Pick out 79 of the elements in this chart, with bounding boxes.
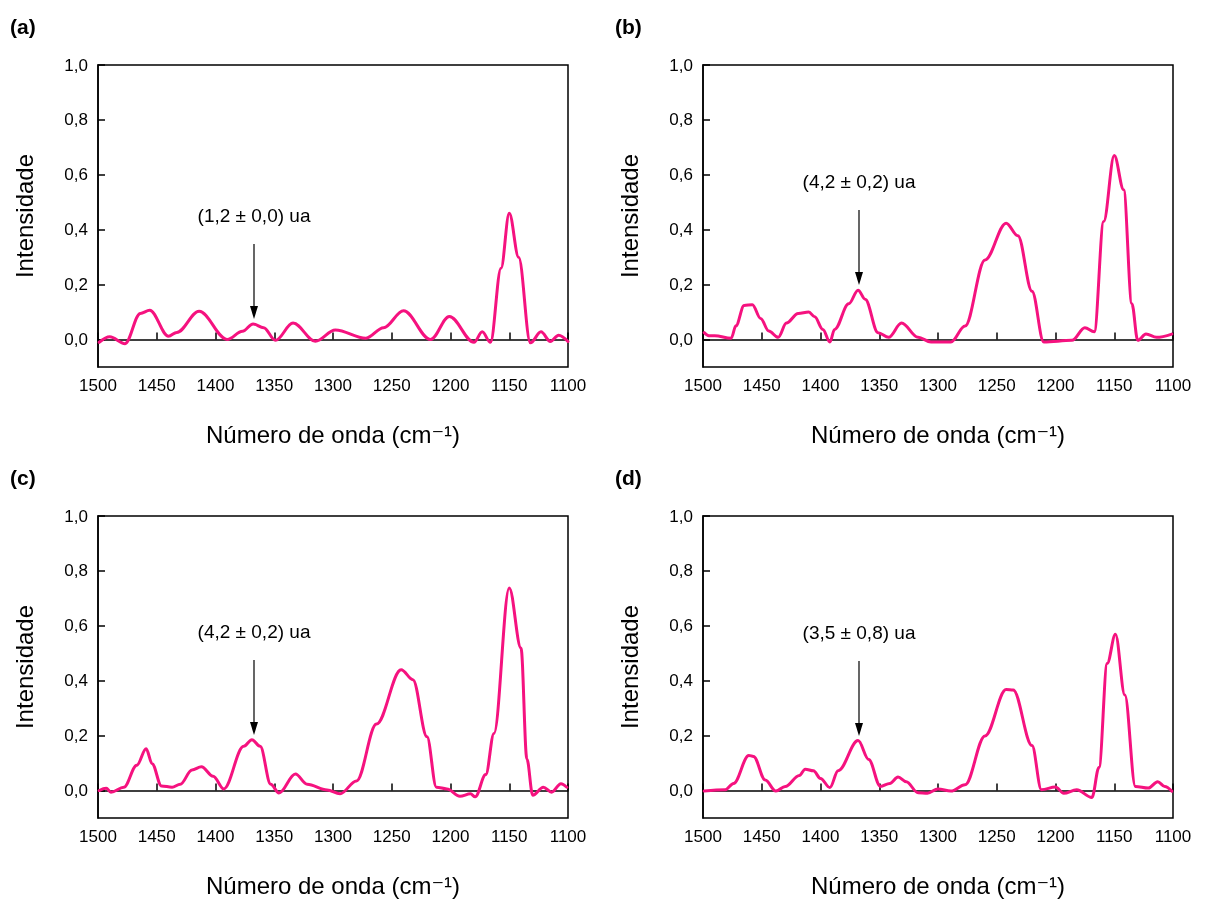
annotation: (3,5 ± 0,8) ua xyxy=(801,620,917,645)
x-tick-label: 1100 xyxy=(549,376,587,395)
x-tick-label: 1350 xyxy=(860,376,899,395)
x-tick-label: 1300 xyxy=(919,376,957,395)
y-tick-label: 0,6 xyxy=(64,165,88,185)
x-tick-label: 1300 xyxy=(919,827,957,846)
x-axis-title: Número de onda (cm⁻¹) xyxy=(810,420,1066,448)
x-tick-label: 1300 xyxy=(314,376,352,395)
y-tick-label: 0,0 xyxy=(64,330,88,350)
x-tick-label: 1200 xyxy=(1036,827,1075,846)
y-tick-label: 0,4 xyxy=(64,220,88,240)
y-axis-title: Intensidade xyxy=(615,604,643,730)
x-tick-label: 1250 xyxy=(977,376,1016,395)
x-tick-label: 1500 xyxy=(684,376,722,395)
x-tick-label: 1250 xyxy=(372,376,411,395)
x-tick-label: 1450 xyxy=(742,376,781,395)
line-series xyxy=(97,586,569,799)
y-tick-label: 0,8 xyxy=(64,110,88,130)
x-tick-label: 1100 xyxy=(549,827,587,846)
y-tick-label: 0,0 xyxy=(64,781,88,801)
y-tick-label: 0,4 xyxy=(669,220,693,240)
annotation: (4,2 ± 0,2) ua xyxy=(196,619,312,644)
x-tick-label: 1500 xyxy=(79,376,117,395)
annotation: (1,2 ± 0,0) ua xyxy=(196,203,312,228)
line-series xyxy=(97,211,570,346)
x-axis-title: Número de onda (cm⁻¹) xyxy=(205,871,461,899)
x-tick-label: 1250 xyxy=(372,827,411,846)
x-tick-label: 1250 xyxy=(977,827,1016,846)
chart-title: (c) xyxy=(10,466,36,489)
y-tick-label: 0,8 xyxy=(669,561,693,581)
x-tick-label: 1200 xyxy=(431,376,470,395)
x-tick-label: 1450 xyxy=(742,827,781,846)
x-tick-label: 1450 xyxy=(137,376,176,395)
x-tick-label: 1350 xyxy=(255,376,294,395)
chart-title: (d) xyxy=(615,466,642,489)
x-tick-label: 1100 xyxy=(1154,376,1192,395)
y-tick-label: 0,4 xyxy=(64,671,88,691)
y-axis-title: Intensidade xyxy=(10,153,38,279)
x-tick-label: 1500 xyxy=(79,827,117,846)
x-tick-label: 1300 xyxy=(314,827,352,846)
y-tick-label: 1,0 xyxy=(669,506,693,526)
y-tick-label: 0,4 xyxy=(669,671,693,691)
x-tick-label: 1200 xyxy=(1036,376,1075,395)
line-series xyxy=(702,154,1174,344)
y-tick-label: 0,2 xyxy=(669,275,693,295)
y-tick-label: 0,6 xyxy=(669,165,693,185)
y-tick-label: 1,0 xyxy=(64,506,88,526)
y-tick-label: 0,8 xyxy=(64,561,88,581)
x-axis-title: Número de onda (cm⁻¹) xyxy=(205,420,461,448)
y-axis-title: Intensidade xyxy=(10,604,38,730)
y-axis-title: Intensidade xyxy=(615,153,643,279)
x-tick-label: 1200 xyxy=(431,827,470,846)
y-tick-label: 0,2 xyxy=(64,726,88,746)
x-tick-label: 1400 xyxy=(196,376,235,395)
y-tick-label: 0,0 xyxy=(669,781,693,801)
chart-title: (b) xyxy=(615,15,642,38)
y-tick-label: 1,0 xyxy=(64,55,88,75)
x-tick-label: 1450 xyxy=(137,827,176,846)
x-tick-label: 1150 xyxy=(490,376,528,395)
x-tick-label: 1150 xyxy=(1095,827,1133,846)
y-tick-label: 0,6 xyxy=(64,616,88,636)
x-tick-label: 1350 xyxy=(860,827,899,846)
x-tick-label: 1150 xyxy=(490,827,528,846)
y-tick-label: 0,6 xyxy=(669,616,693,636)
y-tick-label: 0,2 xyxy=(64,275,88,295)
x-tick-label: 1350 xyxy=(255,827,294,846)
x-tick-label: 1400 xyxy=(801,376,840,395)
x-tick-label: 1150 xyxy=(1095,376,1133,395)
x-tick-label: 1100 xyxy=(1154,827,1192,846)
y-tick-label: 0,0 xyxy=(669,330,693,350)
y-tick-label: 1,0 xyxy=(669,55,693,75)
x-tick-label: 1400 xyxy=(801,827,840,846)
x-tick-label: 1400 xyxy=(196,827,235,846)
y-tick-label: 0,8 xyxy=(669,110,693,130)
x-tick-label: 1500 xyxy=(684,827,722,846)
x-axis-title: Número de onda (cm⁻¹) xyxy=(810,871,1066,899)
chart-title: (a) xyxy=(10,15,36,38)
y-tick-label: 0,2 xyxy=(669,726,693,746)
annotation: (4,2 ± 0,2) ua xyxy=(801,170,917,195)
